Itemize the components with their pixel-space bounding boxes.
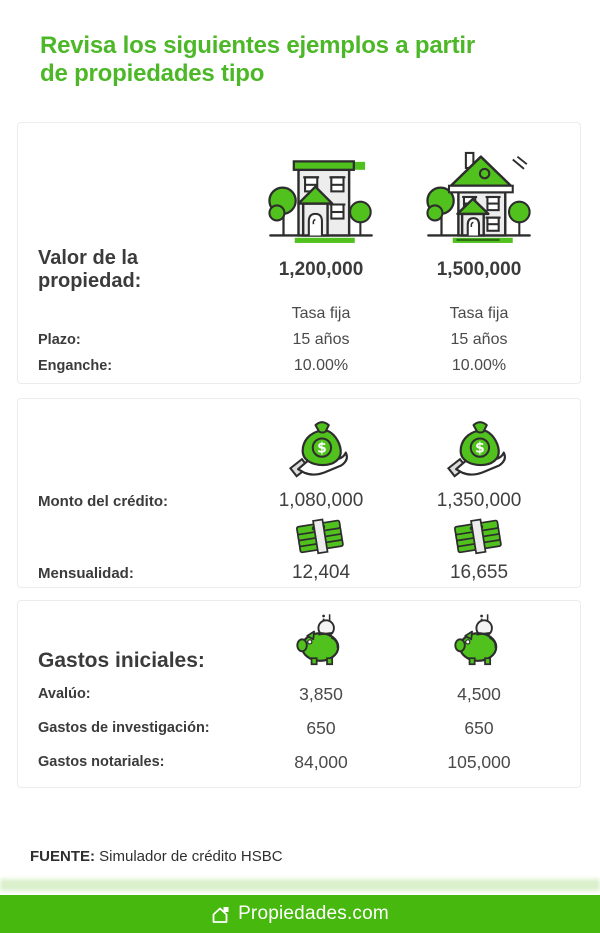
page-title-line2: de propiedades tipo	[40, 60, 265, 87]
credit-amount-label: Monto del crédito:	[38, 492, 168, 510]
page-title-line1: Revisa los siguientes ejemplos a partir	[40, 32, 476, 59]
money-stack-icon	[400, 517, 558, 559]
propiedades-house-logo-icon	[211, 905, 231, 924]
property-value-row: Valor de la propiedad: 1,200,000 1,500,0…	[18, 247, 580, 292]
piggy-bank-coin-icon	[242, 611, 400, 671]
brand-name: Propiedades.com	[238, 903, 389, 924]
rate-type-row: Tasa fija Tasa fija	[18, 301, 580, 327]
page-title: Revisa los siguientes ejemplos a partir d…	[40, 32, 475, 88]
rate-type-col2: Tasa fija	[449, 305, 509, 322]
house-gabled-roof-icon	[400, 141, 558, 253]
footer-brand-bar: Propiedades.com	[0, 895, 600, 933]
downpayment-row: Enganche: 10.00% 10.00%	[18, 353, 580, 379]
term-label: Plazo:	[38, 332, 81, 348]
payment-icons-row	[18, 515, 580, 559]
term-row: Plazo: 15 años 15 años	[18, 327, 580, 353]
appraisal-col2: 4,500	[457, 683, 501, 704]
appraisal-col1: 3,850	[299, 683, 343, 704]
source-label: FUENTE:	[30, 848, 95, 865]
source-note: FUENTE: Simulador de crédito HSBC	[30, 848, 283, 865]
credit-icons-row: $ $	[18, 403, 580, 487]
property-value-label: Valor de la propiedad:	[38, 247, 142, 292]
property-icons-row	[18, 123, 580, 253]
term-col1: 15 años	[292, 331, 350, 348]
money-bag-in-hand-icon: $	[400, 411, 558, 487]
monthly-payment-label: Mensualidad:	[38, 564, 134, 582]
expenses-heading-row: Gastos iniciales:	[18, 605, 580, 677]
monthly-payment-row: Mensualidad: 12,404 16,655	[18, 559, 580, 587]
footer-highlight-strip	[0, 879, 600, 891]
credit-amount-col1: 1,080,000	[278, 490, 364, 511]
downpayment-label: Enganche:	[38, 358, 113, 374]
initial-expenses-card: Gastos iniciales:	[17, 600, 581, 788]
source-text: Simulador de crédito HSBC	[99, 848, 283, 865]
property-value-col1: 1,200,000	[278, 259, 364, 280]
money-bag-in-hand-icon: $	[242, 411, 400, 487]
initial-expenses-heading: Gastos iniciales:	[38, 649, 205, 672]
notary-fees-col2: 105,000	[447, 751, 511, 772]
notary-fees-label: Gastos notariales:	[38, 754, 165, 770]
credit-amount-col2: 1,350,000	[436, 490, 522, 511]
notary-fees-col1: 84,000	[294, 751, 348, 772]
notary-fees-row: Gastos notariales: 84,000 105,000	[18, 745, 580, 779]
piggy-bank-coin-icon	[400, 611, 558, 671]
appraisal-row: Avalúo: 3,850 4,500	[18, 677, 580, 711]
investigation-fees-col1: 650	[306, 717, 336, 738]
property-value-card: Valor de la propiedad: 1,200,000 1,500,0…	[17, 122, 581, 384]
appraisal-label: Avalúo:	[38, 686, 91, 702]
downpayment-col2: 10.00%	[451, 357, 507, 374]
money-stack-icon	[242, 517, 400, 559]
credit-amount-row: Monto del crédito: 1,080,000 1,350,000	[18, 487, 580, 515]
svg-text:$: $	[317, 441, 327, 457]
house-flat-roof-icon	[242, 141, 400, 253]
investigation-fees-row: Gastos de investigación: 650 650	[18, 711, 580, 745]
property-value-col2: 1,500,000	[436, 259, 522, 280]
rate-type-col1: Tasa fija	[291, 305, 351, 322]
monthly-payment-col2: 16,655	[449, 562, 509, 583]
monthly-payment-col1: 12,404	[291, 562, 351, 583]
investigation-fees-label: Gastos de investigación:	[38, 720, 210, 736]
term-col2: 15 años	[450, 331, 508, 348]
svg-text:$: $	[475, 441, 485, 457]
investigation-fees-col2: 650	[464, 717, 494, 738]
credit-card: $ $ Monto del crédito: 1,080,000 1,350,0…	[17, 398, 581, 588]
downpayment-col1: 10.00%	[293, 357, 349, 374]
